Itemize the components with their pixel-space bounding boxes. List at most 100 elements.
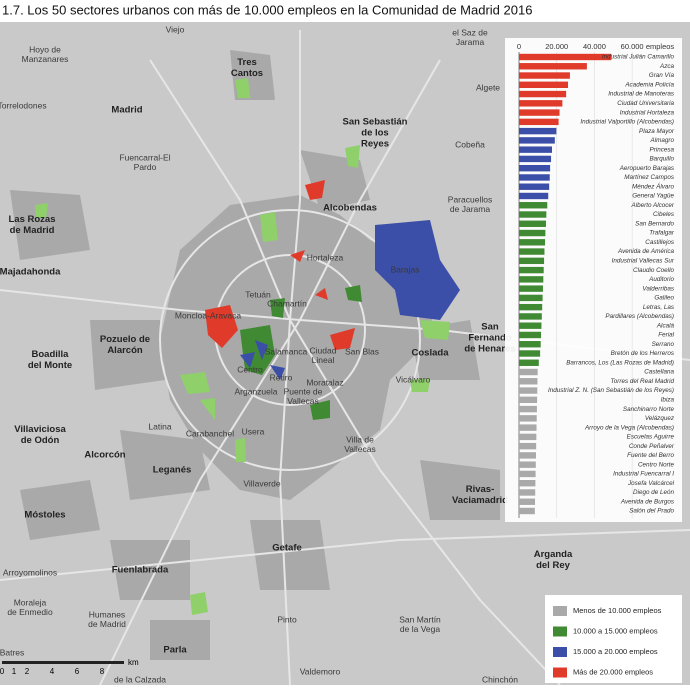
bar [519, 276, 544, 283]
bar [519, 202, 548, 209]
place-label: Leganés [153, 465, 192, 476]
place-label: Chamartín [267, 298, 307, 308]
category-label: Martínez Campos [624, 174, 675, 181]
place-label: Boadilla [32, 349, 70, 360]
urban-areas [10, 50, 500, 660]
bar [519, 118, 559, 126]
place-label: Getafe [272, 543, 302, 554]
category-label: Almagro [650, 137, 675, 144]
place-label: de Enmedio [7, 607, 53, 617]
place-label: de los [361, 128, 388, 139]
category-label: Ciudad Universitaria [617, 100, 674, 107]
category-label: Arroyo de la Vega (Alcobendas) [584, 424, 674, 431]
category-label: Valderribas [642, 285, 674, 292]
place-label: Reyes [361, 139, 389, 150]
bar [519, 164, 551, 172]
category-label: Ibiza [661, 396, 675, 403]
bar [519, 285, 543, 292]
category-label: Sanchinarro Norte [623, 406, 675, 413]
scale-label: 6 [75, 667, 80, 676]
bar [519, 100, 563, 107]
bar [519, 359, 539, 366]
place-label: Ciudad [310, 346, 337, 356]
category-label: Plaza Mayor [639, 128, 675, 135]
legend-box [545, 595, 682, 683]
legend-label: Menos de 10.000 empleos [573, 606, 662, 615]
sector-polygons [35, 78, 460, 615]
scale-label: 0 [0, 667, 5, 676]
bar [519, 183, 550, 190]
bar [519, 415, 537, 422]
legend-label: Más de 20.000 empleos [573, 667, 653, 676]
category-label: Alberto Alcocer [631, 202, 675, 209]
place-label: Villaverde [243, 478, 280, 488]
bar [519, 424, 537, 431]
category-label: Barrancos, Los (Las Rozas de Madrid) [566, 359, 674, 366]
scale-label: 4 [50, 667, 55, 676]
category-label: Claudio Coello [633, 267, 674, 274]
legend: Menos de 10.000 empleos 10.000 a 15.000 e… [553, 606, 662, 678]
x-tick-label: 40.000 [583, 42, 606, 51]
bar [519, 405, 537, 413]
place-label: Centro [237, 364, 263, 374]
bar [519, 396, 538, 404]
bar [519, 174, 550, 181]
place-label: Móstoles [24, 510, 65, 521]
place-label: Moratalaz [306, 377, 343, 387]
category-label: Escuelas Aguirre [627, 434, 675, 441]
place-label: Hortaleza [307, 252, 344, 262]
legend-swatch [553, 606, 567, 616]
place-label: Vallecas [344, 444, 376, 454]
place-label: de Madrid [88, 619, 126, 629]
category-label: San Bernardo [635, 220, 674, 227]
place-label: de Odón [21, 435, 60, 446]
bar [519, 350, 541, 357]
place-label: Paracuellos [448, 195, 492, 205]
category-label: Barquillo [649, 156, 674, 163]
category-label: Centro Norte [638, 461, 675, 468]
place-label: de la Calzada [114, 674, 166, 684]
category-label: Industrial Julián Camarillo [602, 54, 675, 61]
place-label: Fuenlabrada [112, 565, 169, 576]
legend-swatch [553, 626, 567, 637]
category-label: Avenida de América [617, 248, 675, 255]
place-label: Las Rozas [9, 214, 56, 225]
place-label: Moncloa-Aravaca [175, 310, 241, 320]
place-label: Majadahonda [0, 267, 61, 278]
place-label: Batres [0, 647, 24, 657]
place-label: Alcorcón [84, 450, 125, 461]
bar [519, 498, 536, 505]
legend-label: 10.000 a 15.000 empleos [573, 626, 658, 635]
place-label: Vicálvaro [396, 374, 431, 384]
category-label: Bretón de los Herreros [611, 350, 675, 357]
place-label: Torrelodones [0, 100, 47, 110]
x-tick-label: 20.000 [545, 42, 568, 51]
place-label: Usera [242, 426, 265, 436]
bar [519, 53, 612, 61]
category-label: Industrial Fuencarral I [613, 471, 674, 478]
place-label: Jarama [456, 37, 485, 47]
place-label: del Rey [536, 560, 571, 571]
bar [519, 72, 570, 79]
bar [519, 341, 541, 348]
category-label: Josefa Valcárcel [627, 480, 675, 487]
place-label: San Blas [345, 346, 379, 356]
category-label: General Yagüe [632, 193, 674, 200]
bar [519, 294, 543, 302]
category-label: Aeropuerto Barajas [619, 165, 675, 172]
place-label: Manzanares [22, 54, 69, 64]
bar [519, 248, 545, 255]
bar [519, 313, 542, 320]
place-label: Pozuelo de [100, 334, 150, 345]
place-label: Humanes [89, 610, 125, 620]
category-label: Gran Vía [649, 72, 675, 79]
place-label: Alcobendas [323, 203, 377, 214]
category-label: Pardillares (Alcobendas) [605, 313, 674, 320]
category-label: Serrano [652, 341, 675, 348]
bar [519, 127, 557, 135]
title: 1.7. Los 50 sectores urbanos con más de … [2, 2, 532, 17]
category-label: Velázquez [645, 415, 675, 422]
category-label: Azca [659, 63, 674, 70]
place-label: de Madrid [10, 225, 55, 236]
bar [519, 229, 546, 237]
